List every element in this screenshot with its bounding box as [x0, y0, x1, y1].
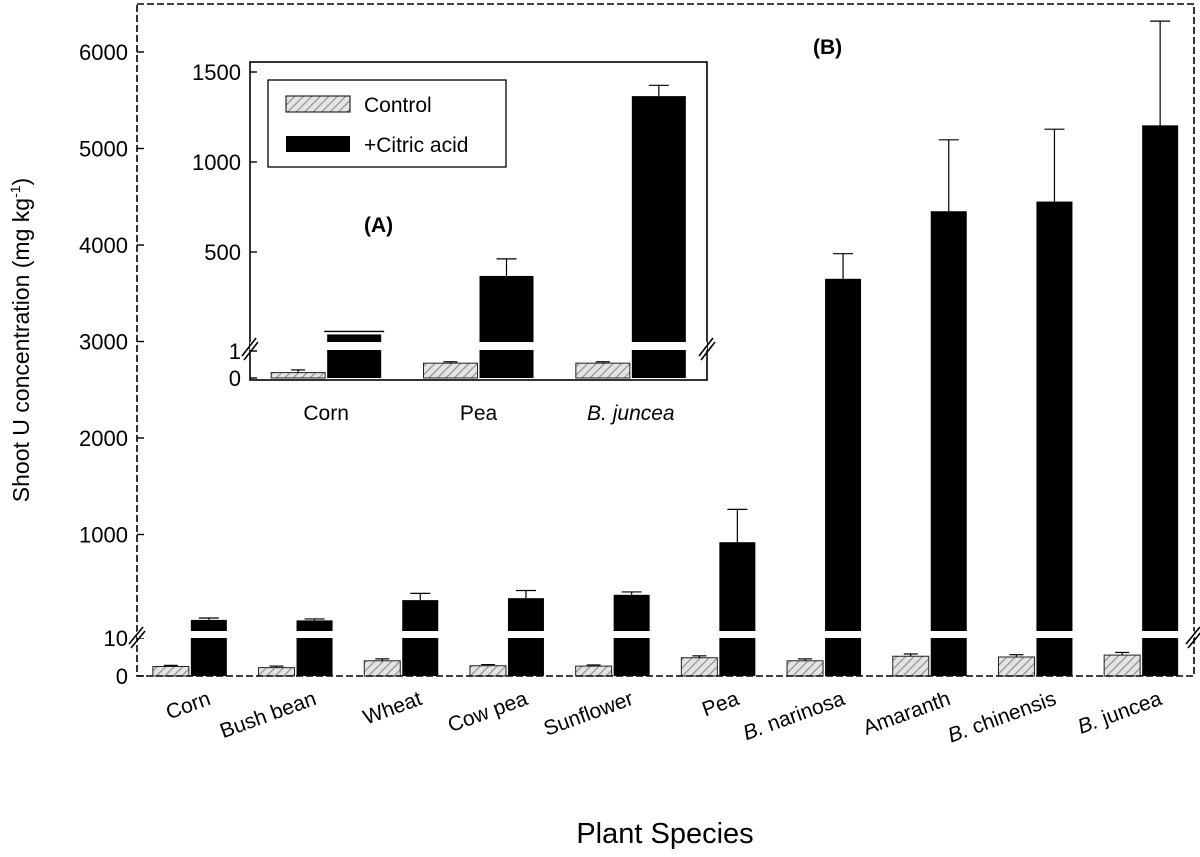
axis-break-mark: [700, 341, 716, 361]
bar-control-b-chinensis: [997, 656, 1035, 677]
bar-citric-corn: [327, 334, 382, 378]
legend-swatch-citric: [286, 136, 350, 152]
bar-citric-amaranth: [930, 211, 967, 676]
x-tick-label-sunflower: Sunflower: [541, 687, 637, 741]
bar-control-bush-bean: [258, 667, 296, 677]
bar-control-pea: [680, 657, 718, 677]
x-tick-label-b-juncea: B. juncea: [587, 402, 675, 425]
x-tick-label-amaranth: Amaranth: [860, 687, 953, 740]
bar-control-cow-pea: [469, 665, 507, 677]
bar-citric-pea: [719, 542, 756, 676]
main-panel-label: (B): [813, 36, 842, 59]
legend: Control +Citric acid: [267, 79, 507, 168]
y-axis-title: Shoot U concentration (mg kg-1): [7, 178, 34, 502]
y-tick-label-6000: 6000: [79, 40, 128, 65]
axis-break-mark: [698, 337, 714, 357]
x-tick-label-b-narinosa: B. narinosa: [740, 687, 848, 745]
x-tick-label-bush-bean: Bush bean: [217, 687, 319, 743]
inset-plot-frame: [249, 61, 708, 381]
y-tick-label-3000: 3000: [79, 330, 128, 355]
main-bars: [152, 20, 1179, 677]
y-tick-label-500: 500: [204, 240, 241, 265]
y-tick-label-0: 0: [116, 664, 128, 689]
axis-break-mark: [241, 337, 257, 357]
axis-break-mark: [243, 341, 259, 361]
y-tick-label-0: 0: [229, 366, 241, 391]
x-tick-label-b-chinensis: B. chinensis: [945, 687, 1059, 747]
bar-citric-corn: [190, 619, 227, 676]
inset-x-ticks: Corn Pea B. juncea: [303, 402, 674, 425]
main-x-ticks: Corn Bush bean Wheat Cow pea Sunflower PeaB. …: [163, 687, 1165, 747]
bar-control-b-juncea: [575, 362, 631, 379]
y-tick-label-10: 10: [104, 626, 128, 651]
axis-break-mark: [128, 626, 144, 645]
y-tick-label-1000: 1000: [79, 523, 128, 548]
y-tick-label-5000: 5000: [79, 137, 128, 162]
bar-citric-b-juncea: [631, 96, 686, 379]
x-tick-label-corn: Corn: [303, 402, 349, 425]
x-tick-label-wheat: Wheat: [360, 687, 425, 729]
y-tick-label-1: 1: [229, 339, 241, 364]
x-axis-title: Plant Species: [576, 818, 753, 850]
bar-control-b-narinosa: [786, 660, 824, 677]
main-plot-frame: [136, 3, 1195, 677]
inset-bars: [270, 84, 686, 379]
axis-break-gap: [250, 342, 707, 350]
bar-control-corn: [152, 666, 190, 677]
legend-label-control: Control: [364, 94, 432, 117]
inset-panel-label: (A): [364, 214, 393, 237]
y-tick-label-2000: 2000: [79, 426, 128, 451]
bar-citric-wheat: [402, 600, 439, 676]
x-tick-label-cow-pea: Cow pea: [445, 687, 531, 737]
axis-break-mark: [130, 630, 146, 649]
x-tick-label-pea: Pea: [460, 402, 498, 425]
bar-citric-b-chinensis: [1036, 201, 1073, 676]
x-tick-label-pea: Pea: [699, 687, 742, 722]
bar-control-wheat: [363, 660, 401, 677]
axis-break-gap: [137, 631, 1194, 638]
y-tick-label-1000: 1000: [192, 150, 241, 175]
x-tick-label-corn: Corn: [163, 687, 214, 724]
bar-control-corn: [270, 372, 326, 379]
bar-control-sunflower: [575, 665, 613, 677]
x-tick-label-b-juncea: B. juncea: [1075, 687, 1165, 739]
bar-control-b-juncea: [1103, 654, 1141, 677]
bar-control-pea: [423, 362, 478, 379]
legend-swatch-control: [285, 95, 351, 113]
bar-citric-b-narinosa: [825, 278, 862, 676]
y-tick-label-1500: 1500: [192, 60, 241, 85]
bar-citric-bush-bean: [296, 620, 333, 676]
legend-label-citric: +Citric acid: [364, 134, 468, 157]
axis-break-mark: [1185, 626, 1200, 645]
bar-citric-b-juncea: [1142, 125, 1179, 677]
legend-box: [267, 79, 507, 168]
inset-axis-break: [241, 337, 716, 361]
main-y-ticks: 0 10 1000 2000 3000 4000 5000 6000: [79, 40, 144, 689]
y-tick-label-4000: 4000: [79, 233, 128, 258]
bar-citric-pea: [479, 275, 534, 378]
bar-control-amaranth: [892, 655, 930, 677]
